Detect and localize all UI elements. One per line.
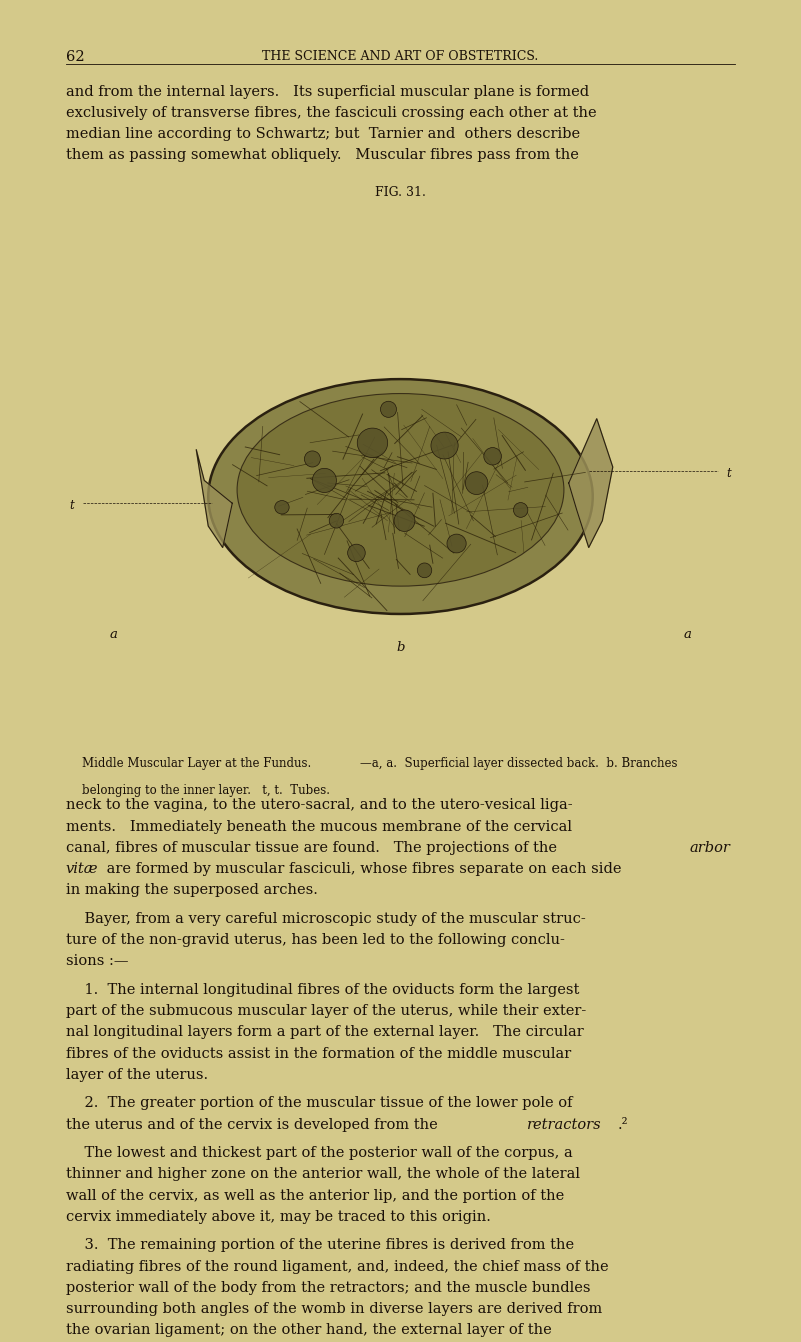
Ellipse shape [357, 428, 388, 458]
Text: t: t [727, 467, 731, 480]
Ellipse shape [417, 564, 432, 577]
Text: —a, a.  Superficial layer dissected back.  b. Branches: —a, a. Superficial layer dissected back.… [360, 757, 678, 770]
Text: exclusively of transverse fibres, the fasciculi crossing each other at the: exclusively of transverse fibres, the fa… [66, 106, 596, 119]
Text: wall of the cervix, as well as the anterior lip, and the portion of the: wall of the cervix, as well as the anter… [66, 1189, 564, 1202]
Ellipse shape [447, 534, 466, 553]
Text: Bayer, from a very careful microscopic study of the muscular struc-: Bayer, from a very careful microscopic s… [66, 913, 586, 926]
Text: the ovarian ligament; on the other hand, the external layer of the: the ovarian ligament; on the other hand,… [66, 1323, 551, 1337]
Text: ments.   Immediately beneath the mucous membrane of the cervical: ments. Immediately beneath the mucous me… [66, 820, 572, 833]
Polygon shape [569, 419, 613, 548]
Text: 1.  The internal longitudinal fibres of the oviducts form the largest: 1. The internal longitudinal fibres of t… [66, 982, 579, 997]
Ellipse shape [380, 401, 396, 417]
Text: median line according to Schwartz; but  Tarnier and  others describe: median line according to Schwartz; but T… [66, 127, 580, 141]
Text: a: a [683, 628, 691, 641]
Text: Middle Muscular Layer at the Fundus.: Middle Muscular Layer at the Fundus. [82, 757, 311, 770]
Text: 2.  The greater portion of the muscular tissue of the lower pole of: 2. The greater portion of the muscular t… [66, 1096, 572, 1110]
Text: them as passing somewhat obliquely.   Muscular fibres pass from the: them as passing somewhat obliquely. Musc… [66, 148, 578, 162]
Text: nal longitudinal layers form a part of the external layer.   The circular: nal longitudinal layers form a part of t… [66, 1025, 583, 1039]
Text: canal, fibres of muscular tissue are found.   The projections of the: canal, fibres of muscular tissue are fou… [66, 841, 562, 855]
Text: vitæ: vitæ [66, 862, 99, 876]
Text: part of the submucous muscular layer of the uterus, while their exter-: part of the submucous muscular layer of … [66, 1004, 586, 1019]
Ellipse shape [348, 545, 365, 561]
Ellipse shape [329, 514, 344, 527]
Text: t: t [70, 499, 74, 513]
Text: .²: .² [618, 1118, 628, 1131]
Text: radiating fibres of the round ligament, and, indeed, the chief mass of the: radiating fibres of the round ligament, … [66, 1260, 608, 1274]
Text: belonging to the inner layer.   t, t.  Tubes.: belonging to the inner layer. t, t. Tube… [82, 785, 330, 797]
Text: neck to the vagina, to the utero-sacral, and to the utero-vesical liga-: neck to the vagina, to the utero-sacral,… [66, 798, 572, 812]
Text: layer of the uterus.: layer of the uterus. [66, 1068, 207, 1082]
Text: posterior wall of the body from the retractors; and the muscle bundles: posterior wall of the body from the retr… [66, 1280, 590, 1295]
Ellipse shape [484, 447, 501, 464]
Text: and from the internal layers.   Its superficial muscular plane is formed: and from the internal layers. Its superf… [66, 85, 589, 98]
Text: cervix immediately above it, may be traced to this origin.: cervix immediately above it, may be trac… [66, 1210, 490, 1224]
Ellipse shape [304, 451, 320, 467]
Ellipse shape [465, 471, 488, 495]
Text: retractors: retractors [527, 1118, 602, 1131]
Ellipse shape [431, 432, 458, 459]
Ellipse shape [394, 510, 415, 531]
Ellipse shape [513, 503, 528, 517]
Ellipse shape [275, 501, 289, 514]
Text: sions :—: sions :— [66, 954, 128, 969]
Polygon shape [196, 450, 232, 548]
Text: surrounding both angles of the womb in diverse layers are derived from: surrounding both angles of the womb in d… [66, 1302, 602, 1317]
Text: 62: 62 [66, 50, 84, 63]
Text: FIG. 31.: FIG. 31. [375, 187, 426, 200]
Ellipse shape [208, 378, 593, 615]
Text: the uterus and of the cervix is developed from the: the uterus and of the cervix is develope… [66, 1118, 442, 1131]
Ellipse shape [237, 393, 564, 586]
Text: 3.  The remaining portion of the uterine fibres is derived from the: 3. The remaining portion of the uterine … [66, 1239, 574, 1252]
Text: fibres of the oviducts assist in the formation of the middle muscular: fibres of the oviducts assist in the for… [66, 1047, 571, 1060]
Text: arbor: arbor [690, 841, 731, 855]
Text: The lowest and thickest part of the posterior wall of the corpus, a: The lowest and thickest part of the post… [66, 1146, 573, 1161]
Text: in making the superposed arches.: in making the superposed arches. [66, 883, 317, 898]
Ellipse shape [312, 468, 336, 493]
Text: are formed by muscular fasciculi, whose fibres separate on each side: are formed by muscular fasciculi, whose … [102, 862, 622, 876]
Text: ture of the non-gravid uterus, has been led to the following conclu-: ture of the non-gravid uterus, has been … [66, 933, 565, 947]
Text: b: b [396, 641, 405, 655]
Text: thinner and higher zone on the anterior wall, the whole of the lateral: thinner and higher zone on the anterior … [66, 1168, 580, 1181]
Text: a: a [110, 628, 118, 641]
Text: THE SCIENCE AND ART OF OBSTETRICS.: THE SCIENCE AND ART OF OBSTETRICS. [263, 50, 538, 63]
